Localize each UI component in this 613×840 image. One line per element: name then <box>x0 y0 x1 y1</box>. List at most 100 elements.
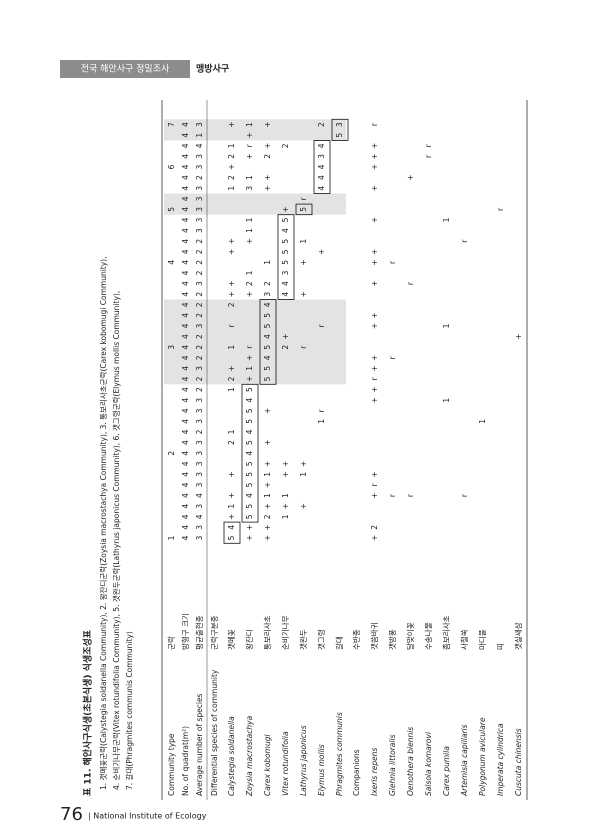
row-korean: 갯완두 <box>298 629 308 650</box>
cell: + <box>227 291 236 297</box>
row-label: Average number of species <box>195 693 204 796</box>
cell: 4 <box>317 186 326 191</box>
cell: 2 <box>195 355 204 360</box>
dominance-box <box>313 140 331 194</box>
cell: + <box>227 249 236 255</box>
cell: 4 <box>181 376 190 381</box>
cell: 4 <box>195 493 204 498</box>
row-label: Vitex rotundifolia <box>281 731 290 796</box>
cell: 3 <box>195 366 204 371</box>
cell: + <box>227 365 236 371</box>
cell: + <box>263 408 272 414</box>
row-korean: 마디풀 <box>478 629 487 650</box>
cell: 4 <box>181 525 190 530</box>
cell: 5 <box>245 472 254 477</box>
cell: 2 <box>227 175 236 180</box>
cell: 4 <box>263 334 272 339</box>
row-label: Carex pumila <box>442 746 451 796</box>
cell: 1 <box>478 419 487 424</box>
cell: 3 <box>195 461 204 466</box>
cell: 1 <box>227 504 236 509</box>
row-korean: 사철쑥 <box>459 629 469 650</box>
header-site: 맹방사구 <box>196 63 229 75</box>
cell: 5 <box>245 440 254 445</box>
legend-line: 7. 갈대(Phragmites communis Community) <box>125 631 134 790</box>
cell: 4 <box>317 143 326 148</box>
cell: 3 <box>167 345 176 350</box>
cell: 1 <box>263 493 272 498</box>
cell: 1 <box>281 514 290 519</box>
cell: 2 <box>370 525 379 530</box>
cell: 4 <box>317 164 326 169</box>
cell: + <box>245 238 254 244</box>
cell: + <box>370 355 379 361</box>
cell: 2 <box>281 345 290 350</box>
cell: + <box>370 143 379 149</box>
row-korean: 군락 <box>167 636 176 650</box>
row-label: Calystegia soldanella <box>227 716 236 796</box>
cell: + <box>263 535 272 541</box>
cell: 4 <box>245 493 254 498</box>
cell: 1 <box>263 260 272 265</box>
cell: 4 <box>317 175 326 180</box>
cell: + <box>263 143 272 149</box>
cell: 2 <box>227 154 236 159</box>
cell: + <box>299 259 308 265</box>
cell: 4 <box>181 122 190 127</box>
cell: 5 <box>281 239 290 244</box>
cell: 4 <box>245 429 254 434</box>
cell: 5 <box>245 482 254 487</box>
cell: 2 <box>195 292 204 297</box>
dominance-box <box>223 521 241 544</box>
cell: + <box>281 471 290 477</box>
cell: + <box>263 174 272 180</box>
cell: 3 <box>335 122 344 127</box>
cell: 3 <box>195 419 204 424</box>
cell: + <box>227 164 236 170</box>
cell: 1 <box>299 472 308 477</box>
cell: + <box>370 280 379 286</box>
cell: 2 <box>195 270 204 275</box>
cell: 4 <box>195 514 204 519</box>
cell: 4 <box>181 504 190 509</box>
cell: 5 <box>245 387 254 392</box>
cell: 4 <box>245 451 254 456</box>
cell: 1 <box>245 217 254 222</box>
cell: r <box>424 143 433 147</box>
cell: 3 <box>195 440 204 445</box>
row-korean: 왕잔디 <box>244 629 254 650</box>
row-label: Salsola komarovi <box>424 731 433 796</box>
cell: + <box>370 471 379 477</box>
cell: 4 <box>181 408 190 413</box>
cell: 2 <box>263 514 272 519</box>
row-korean: 순비기나무 <box>281 615 290 650</box>
cell: r <box>299 345 308 349</box>
cell: 6 <box>167 164 176 169</box>
cell: 4 <box>181 164 190 169</box>
cell: 5 <box>263 345 272 350</box>
cell: + <box>227 471 236 477</box>
cell: + <box>299 291 308 297</box>
row-label: Cuscuta chinensis <box>514 728 523 796</box>
cell: 4 <box>181 387 190 392</box>
cell: 1 <box>263 472 272 477</box>
column-shade <box>164 193 346 215</box>
cell: 4 <box>181 514 190 519</box>
dominance-box <box>277 214 295 300</box>
cell: 3 <box>317 154 326 159</box>
cell: r <box>245 143 254 147</box>
cell: 2 <box>195 260 204 265</box>
cell: 4 <box>227 525 236 530</box>
cell: + <box>263 482 272 488</box>
cell: 1 <box>442 398 451 403</box>
cell: 4 <box>263 302 272 307</box>
cell: 5 <box>263 313 272 318</box>
cell: r <box>317 408 326 412</box>
cell: + <box>263 185 272 191</box>
cell: 4 <box>181 451 190 456</box>
cell: 4 <box>181 217 190 222</box>
cell: 3 <box>195 164 204 169</box>
row-korean: 좀보리사초 <box>442 615 451 650</box>
cell: 1 <box>245 228 254 233</box>
row-label: Community type <box>167 733 176 796</box>
